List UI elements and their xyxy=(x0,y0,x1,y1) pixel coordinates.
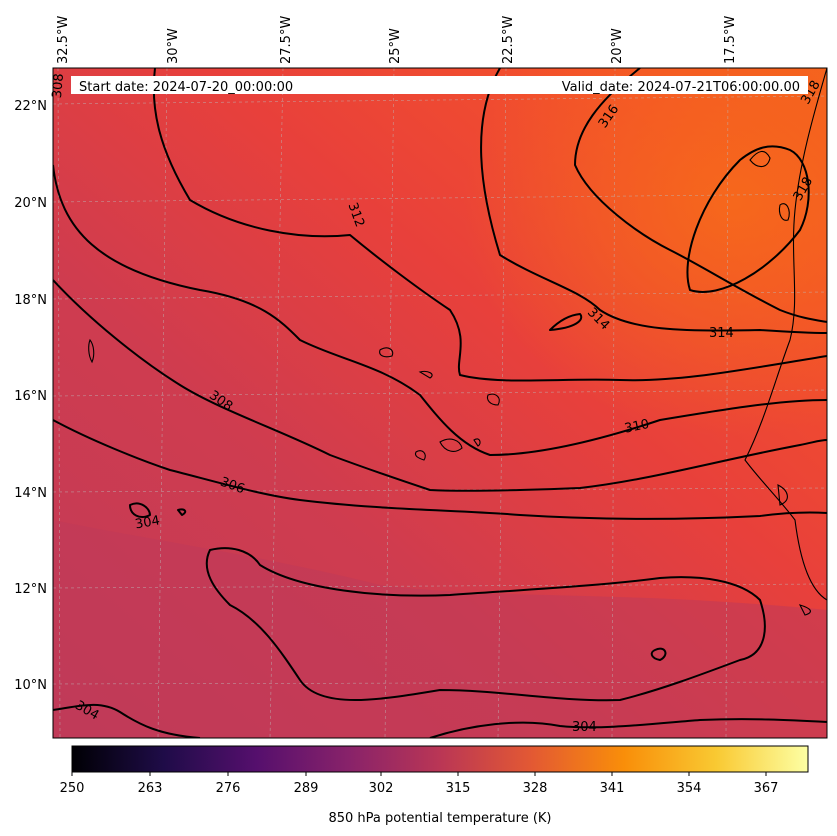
colorbar-tick-label: 367 xyxy=(754,781,779,796)
graticule xyxy=(53,68,827,738)
map-frame xyxy=(52,67,828,739)
contour-label: 304 xyxy=(572,720,597,735)
colorbar-tick-label: 250 xyxy=(60,781,85,796)
lon-label: 20°W xyxy=(610,28,625,64)
header-box xyxy=(71,76,808,94)
contour-label: 308 xyxy=(50,73,67,99)
colorbar-tick-label: 289 xyxy=(294,781,319,796)
colorbar-label: 850 hPa potential temperature (K) xyxy=(328,811,551,826)
latitude-labels: 22°N 20°N 18°N 16°N 14°N 12°N 10°N xyxy=(14,99,47,693)
valid-date-label: Valid_date: 2024-07-21T06:00:00.00 xyxy=(562,80,800,95)
lat-label: 12°N xyxy=(14,582,47,597)
contour-label: 310 xyxy=(623,417,650,437)
colorbar-tick-label: 315 xyxy=(446,781,471,796)
temperature-field xyxy=(53,68,827,738)
lon-label: 32.5°W xyxy=(56,16,71,64)
colorbar-ticks xyxy=(71,772,767,776)
colorbar-tick-label: 341 xyxy=(600,781,625,796)
lat-label: 20°N xyxy=(14,196,47,211)
colorbar-tick-labels: 250 263 276 289 302 315 328 341 354 367 xyxy=(60,781,779,796)
lon-label: 30°W xyxy=(166,28,181,64)
lat-label: 16°N xyxy=(14,389,47,404)
colorbar-tick-label: 302 xyxy=(369,781,394,796)
longitude-labels: 32.5°W 30°W 27.5°W 25°W 22.5°W 20°W 17.5… xyxy=(56,16,738,64)
lon-label: 17.5°W xyxy=(723,16,738,64)
contour-label: 304 xyxy=(134,513,161,532)
colorbar-tick-label: 276 xyxy=(216,781,241,796)
colorbar xyxy=(71,745,809,773)
lon-label: 27.5°W xyxy=(279,16,294,64)
start-date-label: Start date: 2024-07-20_00:00:00 xyxy=(79,80,293,95)
lat-label: 14°N xyxy=(14,486,47,501)
colorbar-tick-label: 328 xyxy=(523,781,548,796)
lat-label: 10°N xyxy=(14,678,47,693)
contour-lines xyxy=(53,68,827,738)
lat-label: 18°N xyxy=(14,293,47,308)
lon-label: 25°W xyxy=(388,28,403,64)
lon-label: 22.5°W xyxy=(501,16,516,64)
coastline xyxy=(88,68,827,616)
lat-label: 22°N xyxy=(14,99,47,114)
colorbar-tick-label: 263 xyxy=(138,781,163,796)
colorbar-tick-label: 354 xyxy=(677,781,702,796)
contour-label: 314 xyxy=(709,326,734,341)
